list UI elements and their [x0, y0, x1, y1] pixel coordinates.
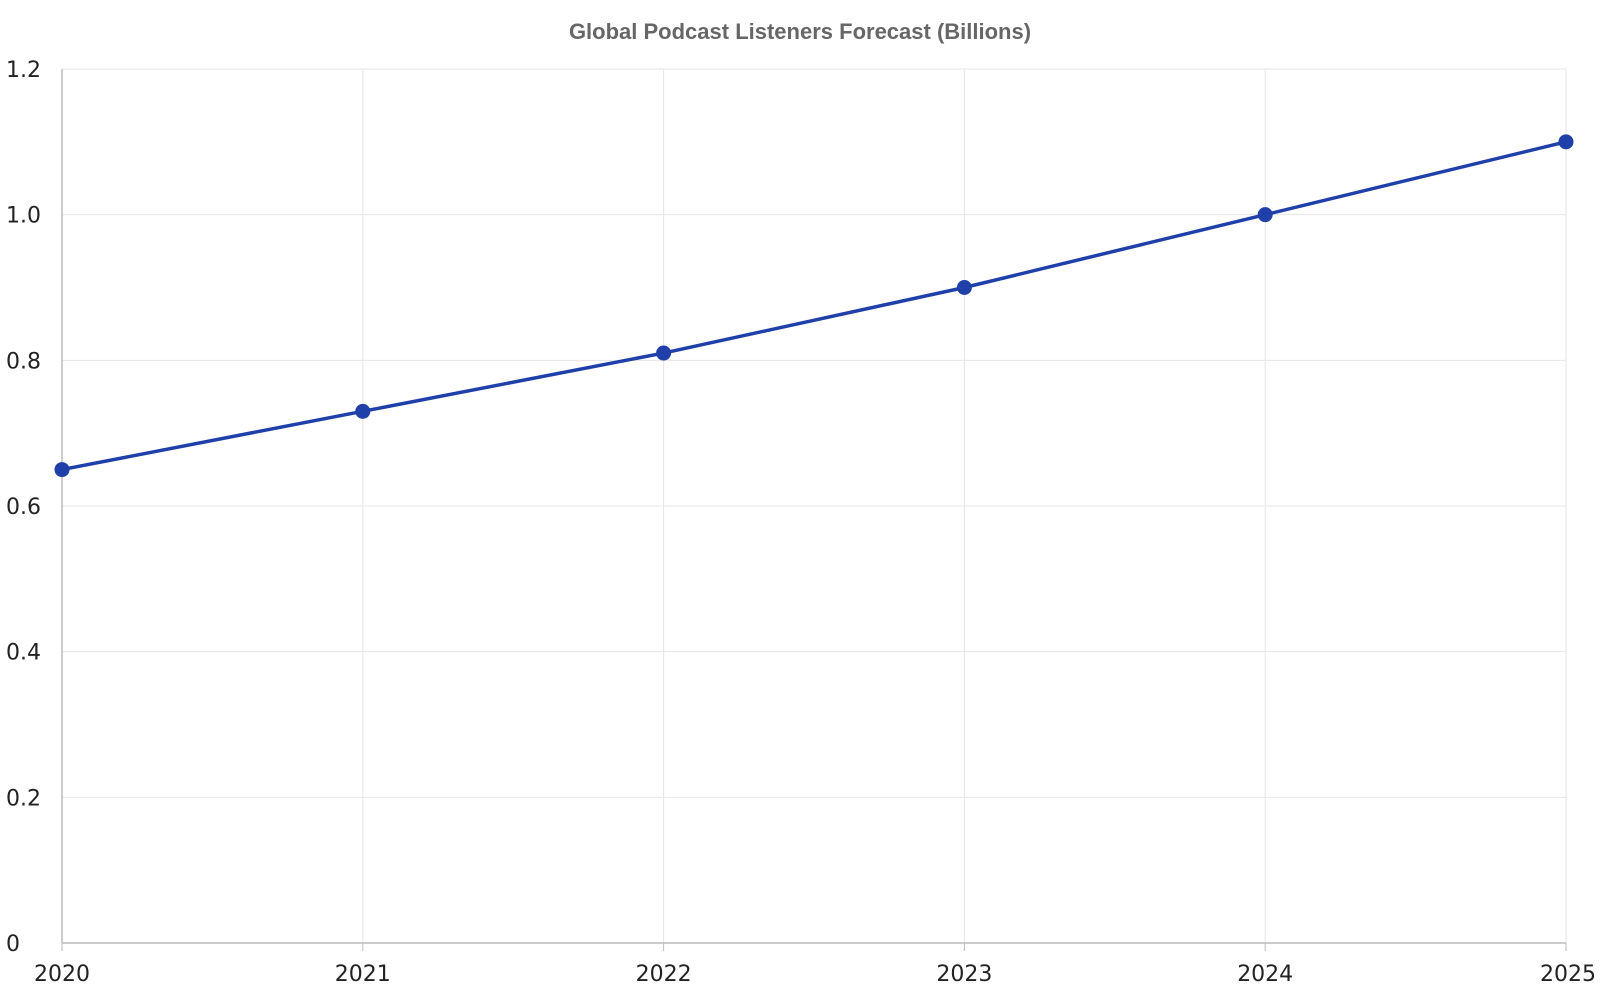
label-layer: 0 0.2 0.4 0.6 0.8 1.0 1.2 2020 2021 2022 2023 2024 2…: [6, 58, 1596, 987]
data-point: [54, 462, 70, 478]
x-tick-label: 2024: [1237, 962, 1293, 987]
y-tick-label: 0.6: [6, 495, 41, 520]
data-point: [956, 280, 972, 295]
x-tick-label: 2025: [1540, 962, 1596, 987]
x-tick-label: 2020: [34, 962, 90, 987]
data-point: [1558, 134, 1574, 150]
y-tick-label: 0: [6, 932, 20, 957]
data-point: [355, 403, 371, 419]
data-point: [1257, 207, 1273, 223]
data-point: [656, 345, 672, 361]
series-layer: [54, 134, 1574, 478]
y-tick-label: 0.2: [6, 786, 41, 811]
y-tick-label: 0.8: [6, 349, 41, 374]
chart-title: Global Podcast Listeners Forecast (Billi…: [568, 19, 1032, 44]
x-tick-label: 2021: [335, 962, 391, 987]
x-tick-label: 2022: [636, 962, 692, 987]
grid-layer: [62, 68, 1567, 943]
y-tick-label: 0.4: [6, 641, 41, 666]
x-tick-label: 2023: [936, 962, 992, 987]
y-tick-label: 1.2: [6, 58, 41, 83]
y-tick-label: 1.0: [6, 204, 41, 229]
axis-layer: [61, 69, 1567, 951]
series-line: [61, 140, 1567, 472]
